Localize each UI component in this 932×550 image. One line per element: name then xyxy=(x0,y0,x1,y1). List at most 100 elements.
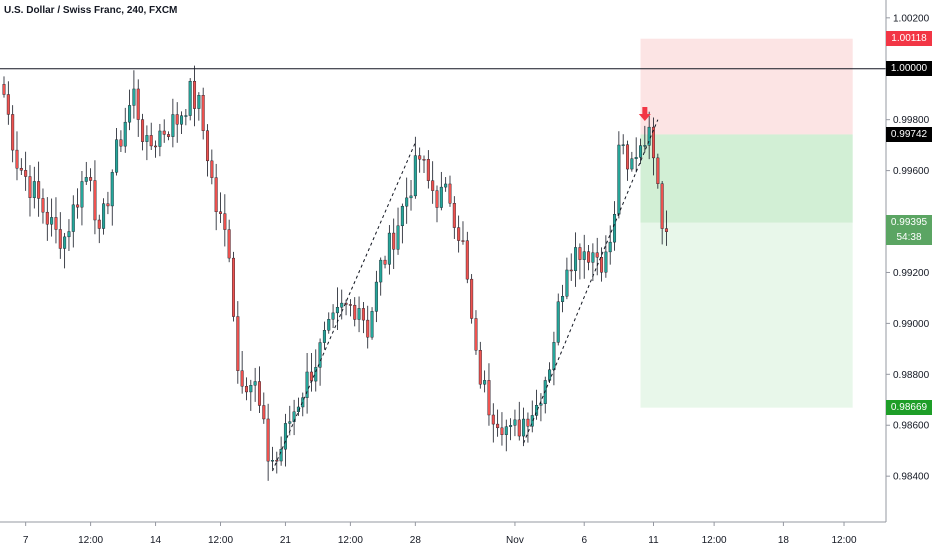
time-tick-label: 28 xyxy=(410,535,422,546)
candle-body xyxy=(621,144,625,146)
candle-body xyxy=(509,425,513,427)
candle-body xyxy=(11,114,15,151)
price-tag: 0.98669 xyxy=(886,400,932,416)
candle-body xyxy=(292,411,296,422)
candle-body xyxy=(357,308,361,320)
candle-body xyxy=(206,130,210,162)
candle-body xyxy=(275,460,279,462)
candle-body xyxy=(652,126,656,159)
candle-body xyxy=(24,170,28,177)
candle-body xyxy=(123,121,127,147)
candle-body xyxy=(405,197,409,207)
time-tick-label: 21 xyxy=(280,535,292,546)
candle-body xyxy=(19,168,23,171)
candle-body xyxy=(223,213,227,230)
candle-body xyxy=(270,460,274,462)
trendlines xyxy=(272,119,659,472)
profit-zone-filled xyxy=(640,134,853,223)
candle-body xyxy=(361,308,365,321)
time-axis-labels: 7 12:00 14 12:00 21 12:00 28 Nov 6 11 12:00 18 12:00 xyxy=(23,522,857,546)
price-tick-label: 0.99000 xyxy=(893,319,930,330)
time-tick-label: 7 xyxy=(23,535,29,546)
candle-body xyxy=(426,159,430,181)
candle-body xyxy=(496,423,500,429)
candle-body xyxy=(387,232,391,265)
candle-body xyxy=(578,247,582,260)
candle-body xyxy=(448,183,452,204)
candle-body xyxy=(162,130,166,135)
candle-body xyxy=(2,84,6,95)
candle-body xyxy=(526,418,530,427)
candle-body xyxy=(54,217,58,230)
time-tick-label: 12:00 xyxy=(208,535,233,546)
candle-body xyxy=(37,181,41,199)
candle-body xyxy=(582,251,586,260)
time-tick-label: 18 xyxy=(778,535,790,546)
candle-body xyxy=(522,418,526,437)
candle-body xyxy=(444,183,448,188)
candle-body xyxy=(257,381,261,406)
price-axis-labels: 1.00200 0.99800 0.99600 0.99200 0.99000 0.988… xyxy=(886,13,930,483)
candle-body xyxy=(210,160,214,178)
candle-body xyxy=(474,318,478,351)
candle-body xyxy=(262,405,266,420)
candle-body xyxy=(45,211,49,225)
candle-body xyxy=(249,385,253,393)
candle-body xyxy=(517,419,521,437)
candle-body xyxy=(318,342,322,368)
candle-body xyxy=(335,307,339,314)
candle-body xyxy=(6,94,10,115)
profit-zone-remaining xyxy=(640,222,853,408)
candle-body xyxy=(106,203,110,207)
candle-body xyxy=(309,371,313,382)
candle-body xyxy=(279,448,283,462)
price-tick-label: 1.00200 xyxy=(893,13,930,24)
candle-body xyxy=(604,251,608,273)
candle-body xyxy=(214,177,218,213)
candle-body xyxy=(288,421,292,424)
candle-body xyxy=(591,252,595,263)
price-tag: 1.00118 xyxy=(886,31,932,47)
candle-body xyxy=(470,278,474,319)
candle-body xyxy=(63,236,67,249)
candle-body xyxy=(145,135,149,142)
price-tick-label: 0.98400 xyxy=(893,472,930,483)
candle-body xyxy=(435,190,439,208)
candle-body xyxy=(227,229,231,259)
candle-body xyxy=(327,319,331,331)
candle-body xyxy=(574,247,578,271)
candle-body xyxy=(413,155,417,197)
candle-body xyxy=(422,159,426,161)
candle-body xyxy=(374,281,378,312)
candle-body xyxy=(201,95,205,131)
candle-body xyxy=(240,370,244,387)
time-tick-label: 14 xyxy=(150,535,162,546)
candle-body xyxy=(301,397,305,408)
axes xyxy=(0,0,887,523)
candle-body xyxy=(400,205,404,227)
candle-body xyxy=(431,180,435,191)
candle-body xyxy=(28,176,32,198)
candle-body xyxy=(171,114,175,137)
candle-body xyxy=(504,426,508,435)
price-tick-label: 0.98800 xyxy=(893,370,930,381)
time-tick-label: 12:00 xyxy=(78,535,103,546)
candle-body xyxy=(535,405,539,416)
candle-body xyxy=(141,119,145,142)
candle-body xyxy=(500,427,504,435)
stop-loss-zone xyxy=(640,38,853,135)
candle-body xyxy=(379,259,383,283)
candle-body xyxy=(188,80,192,116)
candle-body xyxy=(102,203,106,229)
price-tag: 1.00000 xyxy=(886,61,932,77)
candle-body xyxy=(664,228,668,232)
candle-body xyxy=(93,180,97,221)
candle-body xyxy=(478,350,482,385)
candle-body xyxy=(340,302,344,308)
price-tick-label: 0.99600 xyxy=(893,166,930,177)
candle-body xyxy=(630,158,634,170)
candle-body xyxy=(617,144,621,215)
candle-body xyxy=(15,149,19,169)
